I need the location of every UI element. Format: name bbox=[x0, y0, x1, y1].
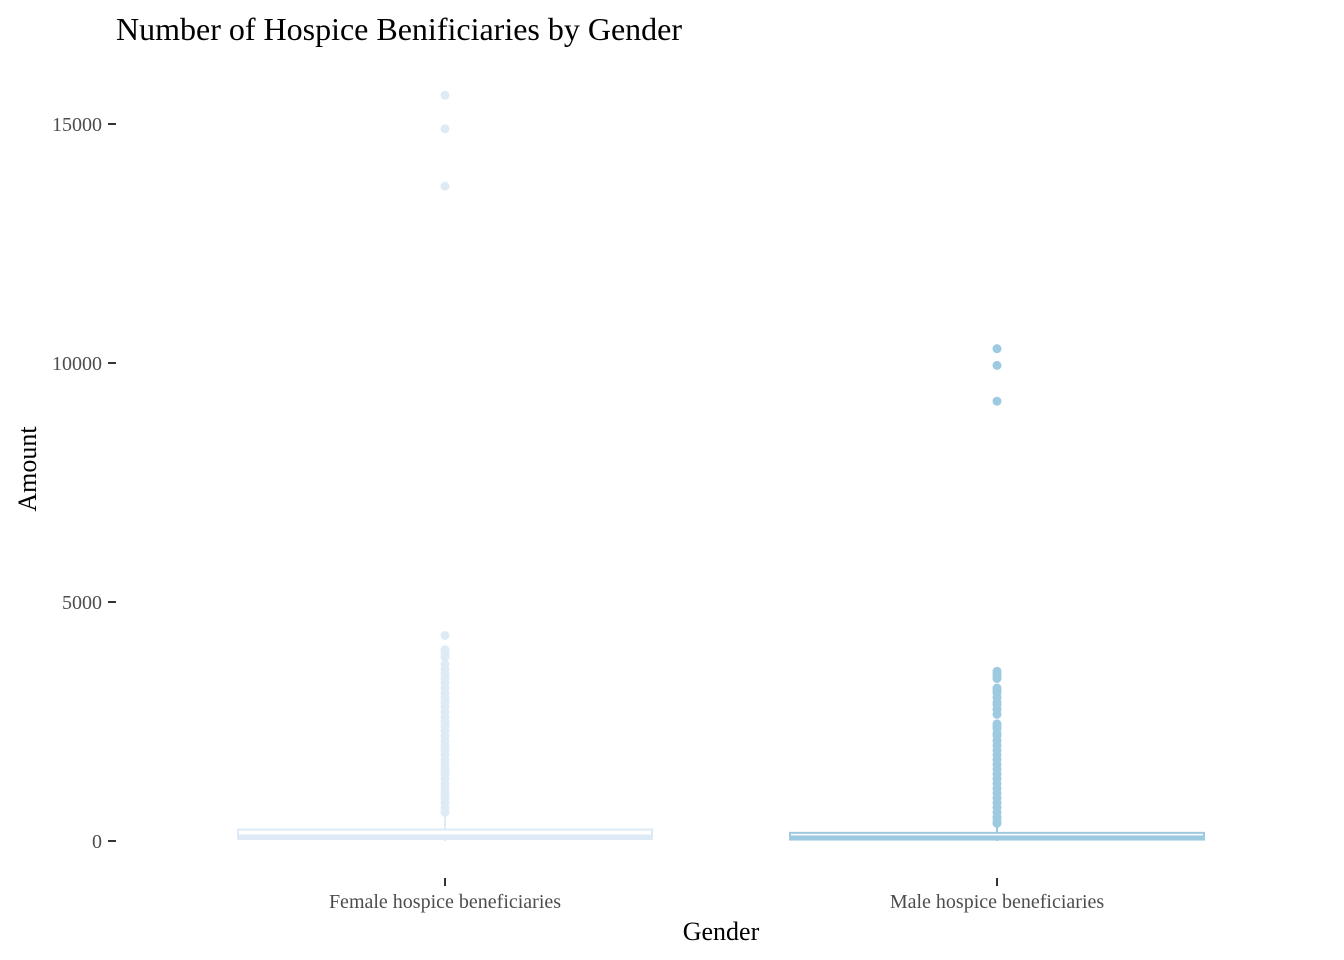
outlier-point bbox=[992, 396, 1002, 406]
chart-title: Number of Hospice Benificiaries by Gende… bbox=[116, 11, 682, 47]
outlier-point bbox=[992, 360, 1002, 370]
outlier-point bbox=[992, 709, 1002, 719]
outlier-point bbox=[440, 630, 450, 640]
y-axis-title: Amount bbox=[13, 426, 42, 512]
outlier-point bbox=[992, 344, 1002, 354]
y-tick-label: 0 bbox=[92, 831, 102, 853]
x-axis-title: Gender bbox=[683, 917, 760, 946]
x-tick-label: Female hospice beneficiaries bbox=[329, 891, 561, 913]
outlier-point bbox=[440, 90, 450, 100]
outlier-point bbox=[440, 124, 450, 134]
y-axis: 0 5000 10000 15000 bbox=[52, 114, 116, 853]
x-axis: Female hospice beneficiaries Male hospice… bbox=[329, 878, 1104, 913]
y-tick-label: 15000 bbox=[52, 114, 102, 136]
y-tick-label: 5000 bbox=[62, 592, 102, 614]
box-female bbox=[237, 90, 653, 841]
y-tick-label: 10000 bbox=[52, 353, 102, 375]
outlier-point bbox=[440, 652, 450, 662]
outlier-point bbox=[992, 818, 1002, 828]
outlier-point bbox=[440, 807, 450, 817]
outlier-point bbox=[440, 181, 450, 191]
iqr-box bbox=[237, 828, 653, 841]
box-male bbox=[789, 344, 1205, 841]
x-tick-label: Male hospice beneficiaries bbox=[890, 891, 1105, 913]
plot-area bbox=[237, 90, 1205, 841]
outlier-point bbox=[992, 673, 1002, 683]
